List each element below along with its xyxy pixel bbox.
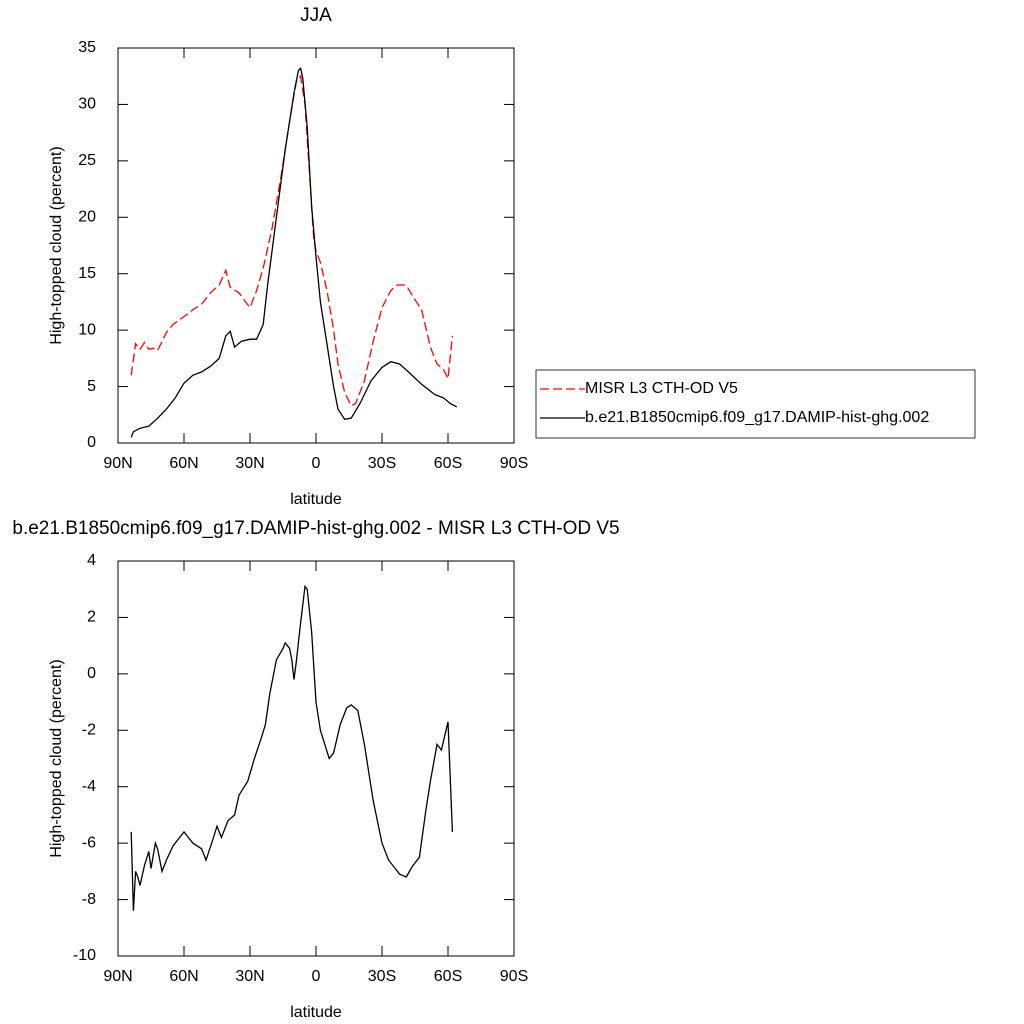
y-tick-label: 0 — [87, 665, 96, 682]
y-tick-label: 2 — [87, 609, 96, 626]
x-tick-label: 30S — [368, 968, 396, 985]
y-tick-label: 4 — [87, 552, 96, 569]
plot-frame — [117, 560, 515, 957]
x-tick-label: 60N — [169, 455, 198, 472]
x-tick-label: 60N — [169, 968, 198, 985]
chart-title: JJA — [300, 5, 332, 26]
y-axis-label: High-topped cloud (percent) — [48, 146, 65, 344]
legend-label: b.e21.B1850cmip6.f09_g17.DAMIP-hist-ghg.… — [585, 409, 929, 426]
y-tick-label: 20 — [78, 209, 96, 226]
y-axis-label: High-topped cloud (percent) — [48, 659, 65, 857]
data-line — [130, 584, 454, 911]
y-tick-label: 10 — [78, 321, 96, 338]
y-tick-label: 0 — [87, 434, 96, 451]
y-tick-label: 15 — [78, 265, 96, 282]
plot-frame — [117, 47, 515, 444]
y-tick-label: -2 — [82, 722, 96, 739]
legend-box — [535, 369, 976, 439]
x-tick-label: 90S — [500, 968, 528, 985]
y-tick-label: -8 — [82, 891, 96, 908]
x-axis-label: latitude — [290, 491, 342, 508]
x-tick-label: 30S — [368, 455, 396, 472]
y-tick-label: -4 — [82, 778, 96, 795]
data-line — [130, 66, 458, 438]
y-tick-label: 25 — [78, 152, 96, 169]
x-axis-label: latitude — [290, 1004, 342, 1021]
x-tick-label: 90S — [500, 455, 528, 472]
y-tick-label: 30 — [78, 96, 96, 113]
y-tick-label: 5 — [87, 378, 96, 395]
x-tick-label: 0 — [312, 968, 321, 985]
chart-title: b.e21.B1850cmip6.f09_g17.DAMIP-hist-ghg.… — [12, 518, 619, 539]
x-tick-label: 90N — [103, 968, 132, 985]
x-tick-label: 30N — [235, 968, 264, 985]
y-tick-label: 35 — [78, 39, 96, 56]
legend-label: MISR L3 CTH-OD V5 — [585, 380, 738, 397]
x-tick-label: 90N — [103, 455, 132, 472]
x-tick-label: 60S — [434, 968, 462, 985]
y-tick-label: -6 — [82, 834, 96, 851]
x-tick-label: 60S — [434, 455, 462, 472]
data-line — [130, 74, 454, 407]
x-tick-label: 30N — [235, 455, 264, 472]
y-tick-label: -10 — [73, 947, 96, 964]
x-tick-label: 0 — [312, 455, 321, 472]
